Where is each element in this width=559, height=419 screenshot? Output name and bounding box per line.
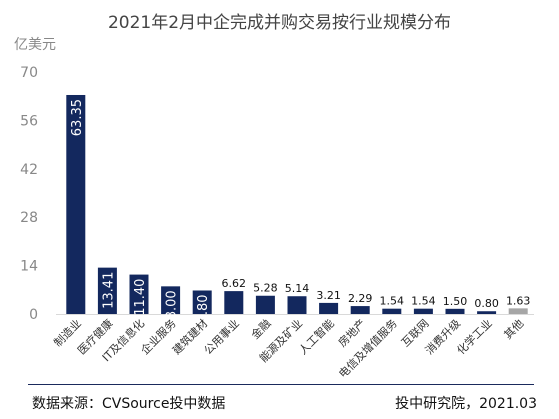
bar-12 bbox=[445, 308, 465, 314]
bar-value-label: 8.00 bbox=[165, 290, 180, 319]
bar-value-label: 1.54 bbox=[380, 295, 405, 308]
y-tick-label: 70 bbox=[20, 65, 38, 81]
bar-5 bbox=[224, 291, 244, 314]
y-tick-label: 42 bbox=[20, 162, 38, 178]
bar-value-label: 2.29 bbox=[348, 292, 373, 305]
bar-2 bbox=[129, 274, 149, 314]
bar-value-label: 13.41 bbox=[101, 272, 116, 309]
bar-value-label: 1.50 bbox=[443, 295, 468, 308]
bar-value-label: 5.28 bbox=[253, 282, 278, 295]
bar-1 bbox=[97, 267, 117, 314]
bar-value-label: 6.62 bbox=[222, 277, 247, 290]
bar-13 bbox=[477, 311, 497, 314]
bar-value-label: 1.54 bbox=[411, 295, 436, 308]
y-tick-label: 56 bbox=[20, 113, 38, 129]
footer-divider bbox=[28, 384, 534, 385]
bar-11 bbox=[413, 308, 433, 314]
data-source-label: 数据来源：CVSource投中数据 bbox=[32, 396, 226, 412]
chart-title: 2021年2月中企完成并购交易按行业规模分布 bbox=[107, 13, 452, 33]
bar-value-label: 3.21 bbox=[316, 289, 341, 302]
bar-value-label: 11.40 bbox=[133, 279, 148, 316]
bar-3 bbox=[161, 286, 181, 314]
bar-0 bbox=[66, 94, 86, 315]
bar-14 bbox=[508, 308, 528, 314]
y-tick-label: 0 bbox=[29, 307, 38, 323]
y-tick-label: 14 bbox=[20, 259, 38, 275]
bar-10 bbox=[382, 308, 402, 314]
bar-value-label: 63.35 bbox=[70, 99, 85, 136]
x-category-label: 其他 bbox=[502, 317, 527, 342]
y-axis-unit-label: 亿美元 bbox=[14, 37, 56, 53]
bar-8 bbox=[319, 302, 339, 314]
x-category-label: 人工智能 bbox=[296, 316, 337, 357]
bar-chart: 0142842567063.35制造业13.41医疗健康11.40IT及信息化8… bbox=[20, 65, 534, 380]
y-tick-label: 28 bbox=[20, 210, 38, 226]
bar-6 bbox=[255, 295, 275, 314]
bar-4 bbox=[192, 290, 212, 314]
bar-value-label: 1.63 bbox=[506, 294, 531, 307]
bar-value-label: 5.14 bbox=[285, 282, 310, 295]
bar-9 bbox=[350, 306, 370, 314]
x-category-label: 化学工业 bbox=[454, 316, 495, 357]
bar-7 bbox=[287, 296, 307, 314]
bar-value-label: 6.80 bbox=[196, 294, 211, 323]
x-category-label: 金融 bbox=[248, 316, 273, 341]
credit-label: 投中研究院，2021.03 bbox=[395, 396, 537, 412]
bar-value-label: 0.80 bbox=[474, 297, 499, 310]
